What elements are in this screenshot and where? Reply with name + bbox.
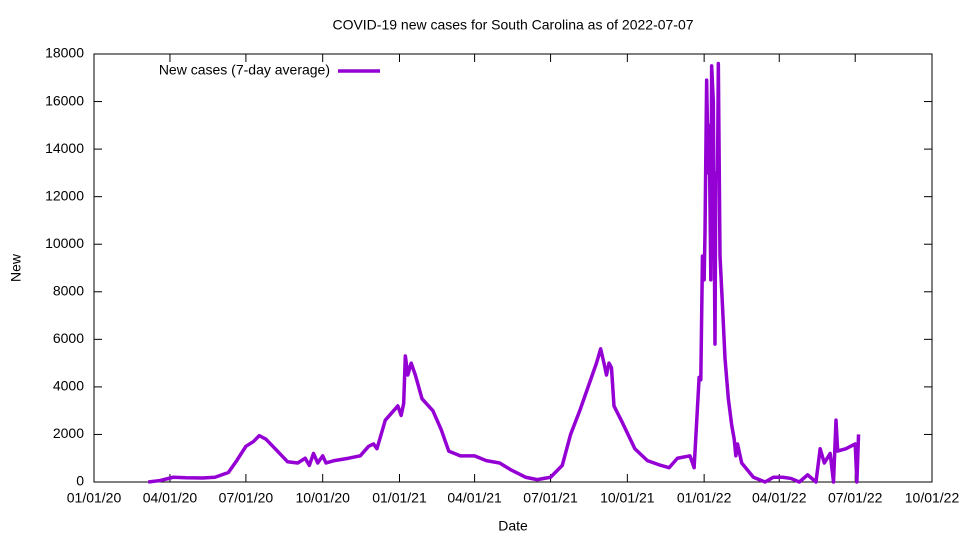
data-line bbox=[148, 61, 861, 484]
x-axis-label: Date bbox=[498, 518, 528, 534]
y-tick-label: 6000 bbox=[53, 330, 84, 346]
y-tick-label: 14000 bbox=[45, 140, 84, 156]
x-tick-label: 01/01/22 bbox=[677, 490, 732, 506]
x-tick-label: 04/01/20 bbox=[143, 490, 198, 506]
y-tick-label: 18000 bbox=[45, 45, 84, 61]
y-tick-label: 8000 bbox=[53, 282, 84, 298]
x-tick-label: 10/01/21 bbox=[600, 490, 655, 506]
y-axis-label: New bbox=[8, 253, 24, 282]
y-tick-label: 4000 bbox=[53, 378, 84, 394]
y-tick-label: 0 bbox=[76, 473, 84, 489]
x-tick-label: 01/01/21 bbox=[372, 490, 427, 506]
chart-title: COVID-19 new cases for South Carolina as… bbox=[332, 17, 693, 33]
x-tick-label: 07/01/22 bbox=[828, 490, 883, 506]
x-tick-label: 10/01/22 bbox=[905, 490, 960, 506]
x-tick-label: 07/01/20 bbox=[219, 490, 274, 506]
plot-border bbox=[93, 53, 933, 483]
y-tick-label: 10000 bbox=[45, 235, 84, 251]
x-tick-label: 01/01/20 bbox=[67, 490, 122, 506]
y-tick-label: 16000 bbox=[45, 92, 84, 108]
x-tick-label: 04/01/22 bbox=[752, 490, 807, 506]
x-tick-label: 10/01/20 bbox=[295, 490, 350, 506]
legend-label: New cases (7-day average) bbox=[159, 62, 330, 78]
x-tick-label: 07/01/21 bbox=[523, 490, 578, 506]
y-tick-label: 2000 bbox=[53, 425, 84, 441]
x-tick-label: 04/01/21 bbox=[447, 490, 502, 506]
y-tick-label: 12000 bbox=[45, 187, 84, 203]
